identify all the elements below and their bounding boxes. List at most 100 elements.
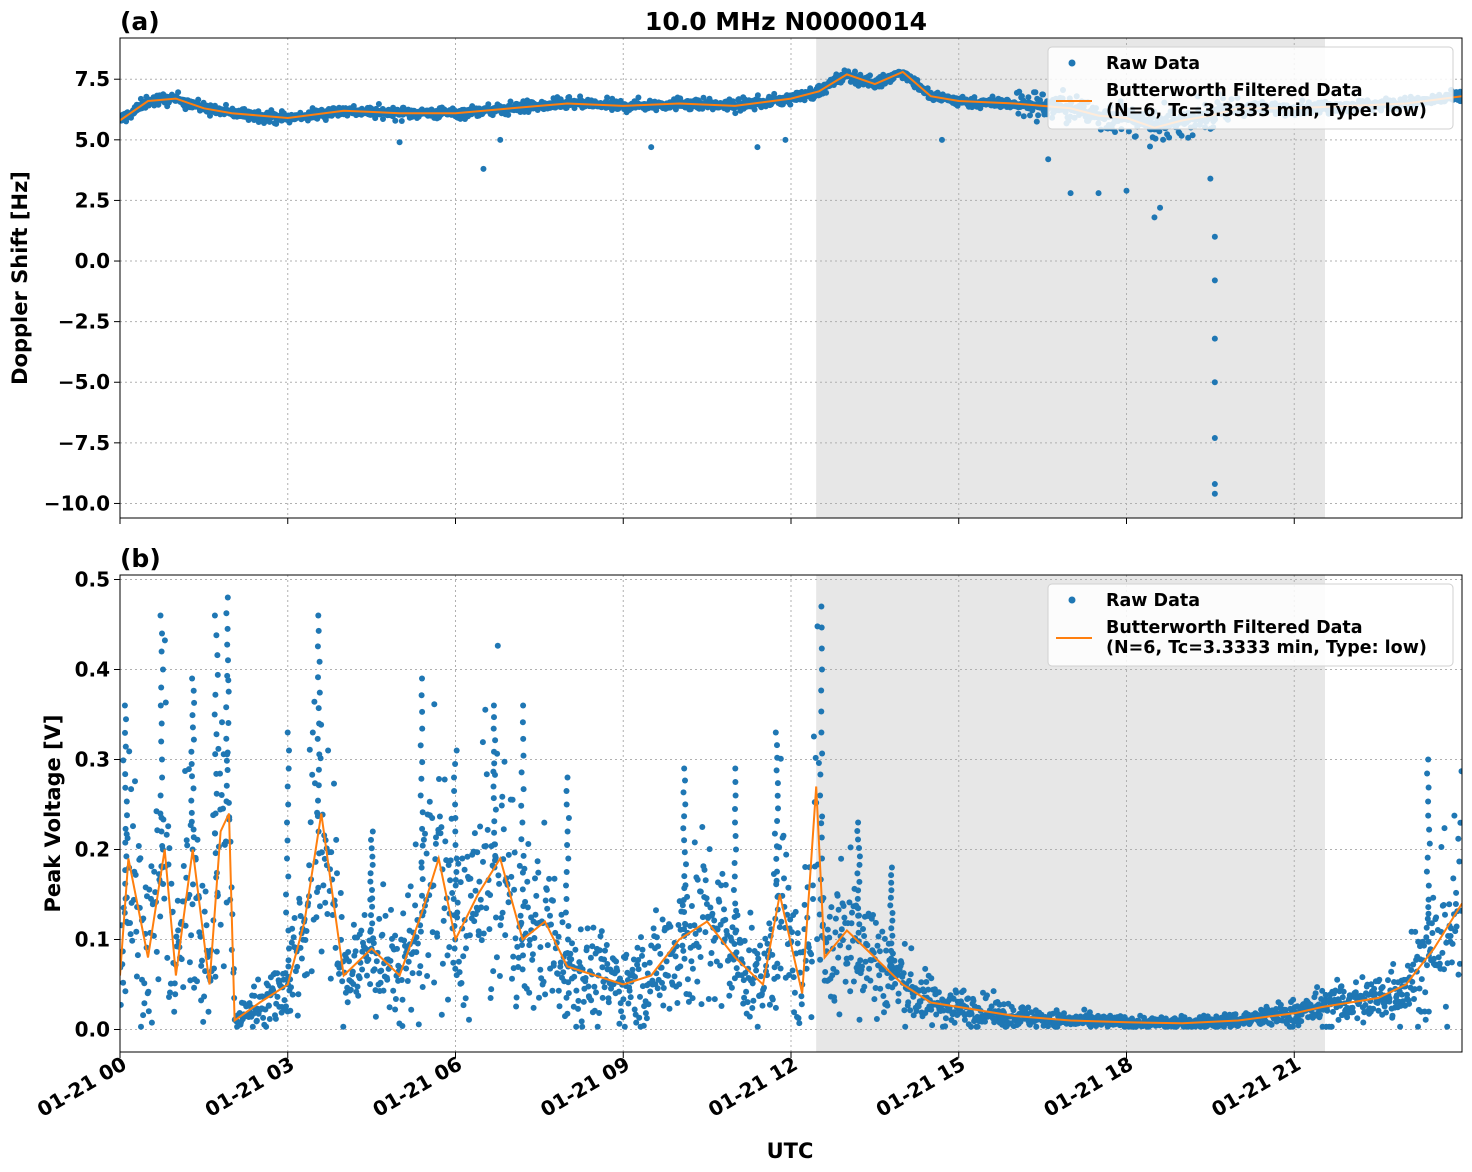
raw-data-point [564,1010,571,1017]
raw-data-point [1447,933,1454,939]
raw-data-peak [157,702,164,709]
panel-label: (b) [120,544,161,573]
raw-data-point [880,993,887,999]
raw-data-point [1298,1018,1305,1025]
raw-data-point [638,934,644,941]
raw-data-point [153,948,160,955]
raw-data-peak [452,815,459,821]
raw-data-point [764,940,771,947]
raw-data-point [514,943,521,950]
raw-data-point [1424,962,1430,969]
raw-data-peak [213,632,220,639]
raw-data-peak [314,735,321,742]
raw-data-point [1040,91,1046,98]
raw-data-point [442,838,449,845]
raw-data-peak [285,801,292,808]
raw-data-point [787,916,794,923]
raw-data-peak [283,891,289,898]
raw-data-point [1440,902,1447,908]
raw-data-point [650,925,657,932]
raw-data-point [746,1013,753,1020]
raw-data-point [507,98,514,105]
raw-data-point [857,957,864,964]
raw-data-peak [817,792,824,799]
raw-data-peak [369,895,376,902]
raw-data-point [877,985,884,992]
raw-data-point [430,882,437,889]
raw-data-peak [315,782,322,789]
raw-data-point [513,1003,520,1010]
raw-data-point [599,994,606,1001]
y-tick-label: 7.5 [75,67,110,91]
raw-data-peak [419,809,426,816]
raw-data-point [836,1011,843,1018]
raw-data-point [840,903,847,909]
raw-data-point [420,836,427,843]
raw-data-point [1025,94,1032,101]
raw-data-point [575,1005,581,1012]
raw-data-point [537,966,544,973]
raw-data-point [728,984,735,991]
raw-data-point [285,957,292,964]
raw-data-point [675,922,682,928]
raw-data-point [440,917,447,924]
raw-data-point [298,955,305,962]
raw-data-point [1025,1004,1032,1011]
raw-data-point [135,843,142,849]
raw-data-peak [123,798,130,805]
raw-data-point [719,870,726,877]
legend-box [1047,583,1454,667]
raw-data-point [126,748,133,755]
raw-data-peak [732,806,738,812]
raw-data-point [266,1016,273,1022]
legend-box [1047,46,1454,130]
raw-data-point [1312,990,1319,997]
raw-data-point [666,1005,673,1012]
raw-data-point [412,902,419,909]
raw-data-point [913,1008,920,1014]
raw-data-point [575,997,582,1004]
raw-data-point [679,942,686,949]
raw-data-point [436,813,443,820]
raw-data-peak [223,704,230,711]
raw-data-point [802,864,809,870]
raw-data-point [327,975,334,982]
raw-data-peak [212,850,219,857]
raw-data-peak [683,861,689,868]
raw-data-point [749,1005,756,1011]
raw-data-point [1335,1016,1342,1023]
raw-data-peak [418,859,425,866]
raw-data-point [1319,987,1326,994]
raw-data-outlier [782,136,789,143]
raw-data-point [591,983,598,990]
raw-data-peak [225,688,232,695]
raw-data-point [1425,904,1432,911]
raw-data-point [1412,928,1419,935]
raw-data-point [722,881,729,888]
raw-data-point [585,983,592,990]
raw-data-point [1232,1011,1239,1018]
raw-data-point [134,952,141,959]
raw-data-point [742,970,749,976]
raw-data-peak [490,783,497,790]
raw-data-point [1444,1023,1451,1030]
raw-data-peak [818,729,825,736]
raw-data-peak [224,594,231,601]
raw-data-point [509,975,515,982]
raw-data-point [748,924,755,931]
raw-data-point [1016,88,1023,95]
raw-data-point [746,947,753,954]
raw-data-point [968,1010,975,1017]
raw-data-peak [854,870,861,877]
raw-data-point [632,973,638,980]
raw-data-point [707,960,714,967]
raw-data-point [194,978,200,985]
y-tick-label: −5.0 [58,370,110,394]
raw-data-point [867,977,874,984]
raw-data-peak [367,870,374,877]
raw-data-point [860,926,866,932]
raw-data-point [619,1014,626,1021]
raw-data-point [798,1001,805,1008]
raw-data-point [544,905,551,912]
raw-data-point [344,999,351,1006]
